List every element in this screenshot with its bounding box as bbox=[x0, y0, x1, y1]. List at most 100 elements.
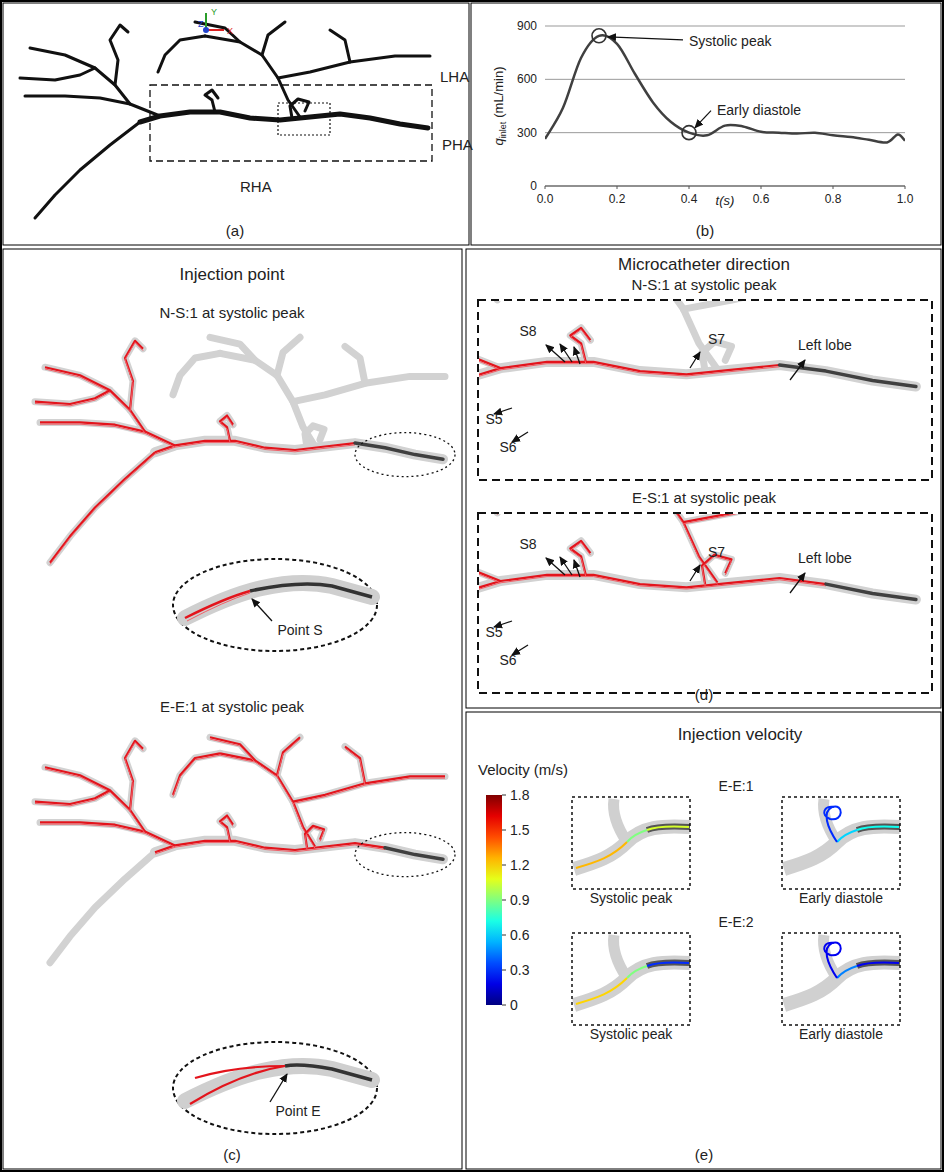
target-label: S7 bbox=[708, 544, 725, 560]
streamline bbox=[35, 390, 110, 404]
colorbar-tick bbox=[502, 795, 506, 796]
grid-line bbox=[545, 132, 905, 133]
streamline bbox=[570, 330, 590, 364]
streamline bbox=[125, 743, 143, 812]
streamline bbox=[479, 575, 826, 591]
vessel-tree bbox=[35, 337, 445, 564]
target-label: S8 bbox=[519, 536, 536, 552]
view-frame bbox=[782, 797, 900, 889]
streamline bbox=[155, 441, 355, 453]
axis-label: X bbox=[227, 26, 233, 36]
target-label: S5 bbox=[485, 411, 502, 427]
streamline bbox=[345, 747, 365, 784]
axis-label: Z bbox=[198, 19, 204, 29]
vessel bbox=[290, 99, 309, 118]
tick-label: 300 bbox=[517, 126, 537, 140]
microcatheter bbox=[826, 584, 916, 600]
tick-label: 0 bbox=[530, 179, 537, 193]
microcatheter bbox=[857, 826, 900, 830]
microcatheter bbox=[285, 1065, 372, 1080]
direction-arrow bbox=[574, 347, 580, 364]
annotation-arrow bbox=[695, 111, 711, 128]
streamline bbox=[35, 392, 110, 406]
colorbar-tick bbox=[502, 900, 506, 901]
streamline bbox=[627, 830, 647, 842]
vessel-wall bbox=[185, 583, 372, 618]
streamline bbox=[345, 748, 365, 785]
microcatheter bbox=[647, 826, 690, 830]
streamline bbox=[125, 341, 143, 410]
vessel bbox=[262, 22, 285, 55]
vessel-wall bbox=[479, 337, 501, 368]
panel-b: 03006009000.00.20.40.60.81.0t(s)qinlet(m… bbox=[491, 19, 914, 239]
vessel-wall bbox=[614, 935, 627, 978]
vessel bbox=[205, 90, 218, 112]
direction-arrow bbox=[560, 344, 572, 362]
colorbar-tick-label: 0 bbox=[510, 997, 518, 1013]
panel-title: Microcatheter direction bbox=[618, 255, 790, 274]
vessel-wall bbox=[479, 362, 916, 387]
colorbar-tick-label: 1.8 bbox=[510, 787, 530, 803]
vessel-wall bbox=[784, 962, 900, 1005]
streamline bbox=[190, 1066, 285, 1104]
view-label: Systolic peak bbox=[590, 890, 673, 906]
vessel-wall bbox=[683, 514, 919, 522]
streamline bbox=[155, 443, 355, 455]
streamline bbox=[277, 737, 300, 775]
vessel-wall bbox=[479, 575, 916, 600]
case-title: E-E:2 bbox=[718, 914, 753, 930]
vessel bbox=[20, 68, 95, 80]
streamline bbox=[479, 337, 501, 368]
tick-mark bbox=[689, 186, 690, 189]
vessel-tree bbox=[479, 301, 919, 479]
streamline bbox=[702, 557, 732, 586]
figure: LHAPHARHAYZX(a)03006009000.00.20.40.60.8… bbox=[0, 0, 944, 1173]
tick-label: 900 bbox=[517, 19, 537, 33]
colorbar-tick bbox=[502, 970, 506, 971]
pointer-arrow bbox=[270, 1074, 287, 1102]
panel-e: Injection velocity Velocity (m/s) 0 0.3 0.6 0… bbox=[478, 725, 900, 1163]
case-title: E-S:1 at systolic peak bbox=[632, 489, 777, 506]
streamline bbox=[305, 826, 324, 848]
tick-label: 0.8 bbox=[825, 192, 842, 206]
tick-label: 600 bbox=[517, 72, 537, 86]
pointer-arrow bbox=[252, 599, 272, 621]
panel-a-frame bbox=[3, 3, 469, 245]
colorbar-tick bbox=[502, 865, 506, 866]
zoom-inset bbox=[173, 1042, 377, 1134]
tick-mark bbox=[761, 186, 762, 189]
plot-data bbox=[545, 35, 905, 142]
colorbar-tick-label: 0.6 bbox=[510, 927, 530, 943]
vessel-tree bbox=[35, 737, 445, 962]
streamline bbox=[187, 593, 250, 621]
vessel bbox=[110, 25, 128, 85]
vessel-wall bbox=[305, 426, 324, 448]
tick-label: 0.6 bbox=[753, 192, 770, 206]
panel-title: Injection velocity bbox=[678, 725, 803, 744]
vessel-wall bbox=[784, 826, 900, 869]
streamline bbox=[479, 550, 501, 581]
colorbar-tick-label: 0.3 bbox=[510, 962, 530, 978]
tick-mark bbox=[545, 186, 546, 189]
microcatheter bbox=[647, 962, 690, 966]
streamline bbox=[50, 454, 155, 564]
vessel-wall bbox=[574, 962, 690, 1005]
vessel bbox=[278, 56, 430, 78]
tick-label: 0.2 bbox=[609, 192, 626, 206]
vessel bbox=[158, 36, 205, 72]
view-label: Early diastole bbox=[799, 890, 883, 906]
target-label: S6 bbox=[499, 652, 516, 668]
colorbar-tick bbox=[502, 935, 506, 936]
streamline bbox=[220, 817, 233, 842]
view-frame bbox=[572, 797, 690, 889]
axis-label: Y bbox=[211, 7, 217, 17]
grid-line bbox=[545, 186, 905, 187]
axis-title-part: (mL/min) bbox=[491, 66, 506, 117]
colorbar-title: Velocity (m/s) bbox=[478, 761, 568, 778]
vessel-wall bbox=[570, 301, 717, 370]
colorbar-tick-label: 0.9 bbox=[510, 892, 530, 908]
target-label: S8 bbox=[519, 323, 536, 339]
colorbar-tick-label: 1.5 bbox=[510, 822, 530, 838]
target-label: Left lobe bbox=[798, 337, 852, 353]
streamline bbox=[570, 543, 590, 577]
